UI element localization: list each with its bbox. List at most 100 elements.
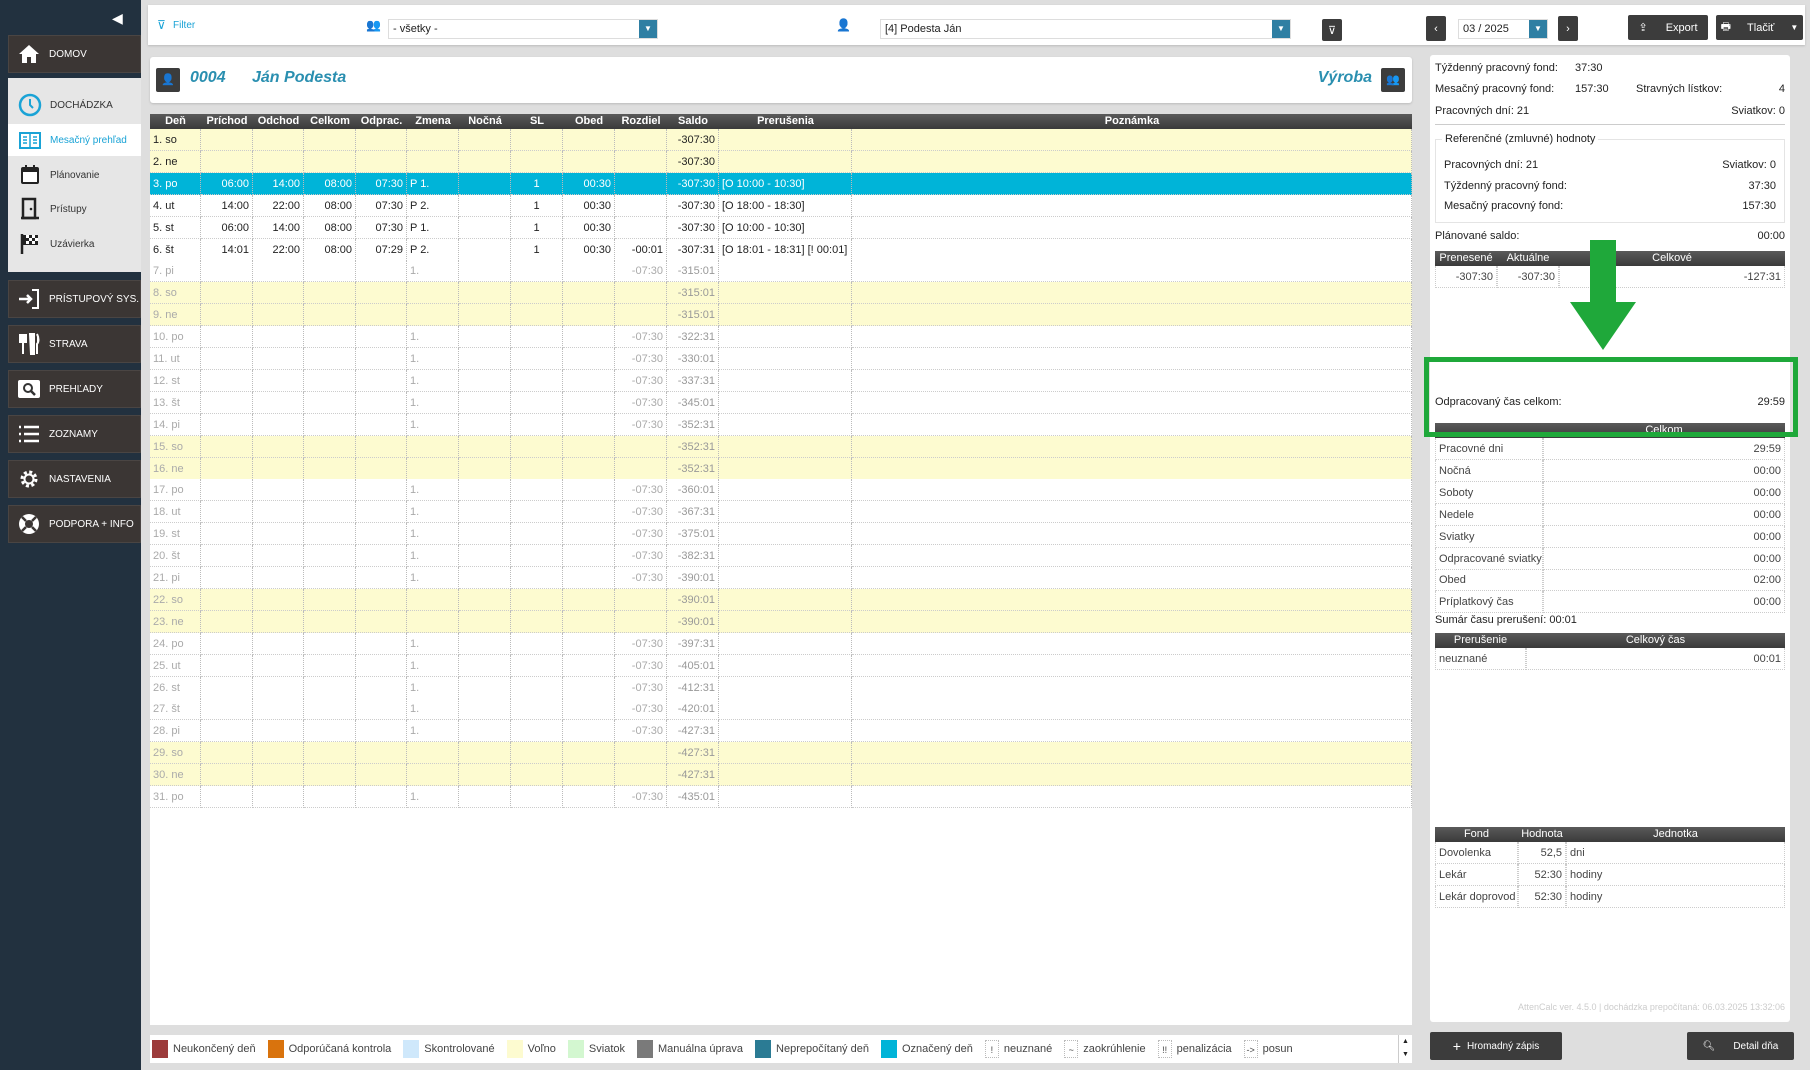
table-row[interactable]: 29. so -427:31 xyxy=(150,742,1412,765)
table-row[interactable]: 11. ut 1. -07:30 -330:01 xyxy=(150,348,1412,370)
column-header[interactable]: SL xyxy=(511,114,563,129)
table-row[interactable]: 15. so -352:31 xyxy=(150,435,1412,458)
column-header[interactable]: Prerušenia xyxy=(719,114,852,129)
table-row[interactable]: 27. št 1. -07:30 -420:01 xyxy=(150,698,1412,721)
chevron-down-icon[interactable]: ▼ xyxy=(1529,20,1547,38)
column-header[interactable]: Odprac. xyxy=(356,114,407,129)
sidebar-item-label: Prístupy xyxy=(50,203,87,215)
column-header[interactable]: Príchod xyxy=(201,114,253,129)
table-row[interactable]: 30. ne -427:31 xyxy=(150,764,1412,787)
table-cell xyxy=(356,326,407,349)
table-cell xyxy=(201,479,253,502)
filter-link[interactable]: Filter xyxy=(173,20,196,31)
table-row[interactable]: 7. pi 1. -07:30 -315:01 xyxy=(150,260,1412,283)
group-select[interactable]: - všetky - ▼ xyxy=(388,19,658,39)
period-select[interactable]: 03 / 2025 ▼ xyxy=(1458,19,1548,39)
day-detail-button[interactable]: 🔍︎ Detail dňa xyxy=(1687,1032,1794,1060)
column-header[interactable]: Celkom xyxy=(304,114,356,129)
employee-select[interactable]: [4] Podesta Ján ▼ xyxy=(880,19,1291,39)
sidebar-item-home[interactable]: DOMOV xyxy=(8,35,141,73)
user-icon: 👤 xyxy=(156,68,180,92)
table-row[interactable]: 3. po 06:00 14:00 08:00 07:30 P 1. 1 00:30 -307:… xyxy=(150,172,1412,195)
print-button[interactable]: 🖶 Tlačiť ▼ xyxy=(1716,15,1803,40)
sidebar-item-lists[interactable]: ZOZNAMY xyxy=(8,415,141,453)
table-row[interactable]: 31. po 1. -07:30 -435:01 xyxy=(150,786,1412,808)
bulk-entry-button[interactable]: + Hromadný zápis xyxy=(1430,1032,1562,1060)
table-cell xyxy=(852,150,1412,173)
worked-category: Príplatkový čas xyxy=(1435,591,1543,614)
export-button[interactable]: ⇪ Export xyxy=(1628,15,1708,40)
sidebar-item-closing[interactable]: Uzávierka xyxy=(8,228,141,260)
table-cell: 26. st xyxy=(150,676,201,699)
table-cell: 00:30 xyxy=(563,238,615,261)
column-header[interactable]: Deň xyxy=(150,114,201,129)
sidebar-item-access[interactable]: Prístupy xyxy=(8,193,141,225)
table-row[interactable]: 17. po 1. -07:30 -360:01 xyxy=(150,479,1412,502)
sidebar-item-reports[interactable]: PREHĽADY xyxy=(8,370,141,408)
table-row[interactable]: 28. pi 1. -07:30 -427:31 xyxy=(150,720,1412,743)
table-cell xyxy=(852,282,1412,305)
table-cell xyxy=(511,654,563,677)
chevron-down-icon[interactable]: ▼ xyxy=(1272,20,1290,38)
table-row[interactable]: 12. st 1. -07:30 -337:31 xyxy=(150,369,1412,392)
table-row[interactable]: 19. st 1. -07:30 -375:01 xyxy=(150,523,1412,546)
table-cell xyxy=(201,413,253,436)
sidebar-item-planning[interactable]: Plánovanie xyxy=(8,159,141,191)
table-cell xyxy=(511,260,563,283)
saldo-current: -307:30 xyxy=(1497,266,1559,288)
legend-swatch xyxy=(755,1040,772,1058)
employee-select-value: [4] Podesta Ján xyxy=(885,23,962,35)
table-row[interactable]: 2. ne -307:30 xyxy=(150,150,1412,173)
table-row[interactable]: 6. št 14:01 22:00 08:00 07:29 P 2. 1 00:30 -00:0… xyxy=(150,238,1412,261)
table-row[interactable]: 26. st 1. -07:30 -412:31 xyxy=(150,676,1412,699)
table-row[interactable]: 8. so -315:01 xyxy=(150,282,1412,305)
sidebar-item-meals[interactable]: STRAVA xyxy=(8,325,141,363)
next-month-button[interactable]: › xyxy=(1558,16,1578,41)
legend-scrollbar[interactable]: ▲ ▼ xyxy=(1398,1035,1412,1063)
table-cell: 1. xyxy=(407,698,459,721)
chevron-down-icon[interactable]: ▼ xyxy=(639,20,657,38)
column-header[interactable]: Poznámka xyxy=(852,114,1412,129)
table-row[interactable]: 5. st 06:00 14:00 08:00 07:30 P 1. 1 00:30 -307:… xyxy=(150,216,1412,239)
advanced-filter-button[interactable]: ⊽ xyxy=(1322,19,1342,41)
column-header[interactable]: Rozdiel xyxy=(615,114,667,129)
sidebar-item-access-system[interactable]: PRÍSTUPOVÝ SYS. xyxy=(8,280,141,318)
meal-tickets-value: 4 xyxy=(1778,83,1785,95)
lifebuoy-icon xyxy=(19,514,39,534)
table-row[interactable]: 4. ut 14:00 22:00 08:00 07:30 P 2. 1 00:30 -307:… xyxy=(150,194,1412,217)
column-header[interactable]: Nočná xyxy=(459,114,511,129)
table-row[interactable]: 9. ne -315:01 xyxy=(150,304,1412,327)
sidebar-item-attendance[interactable]: DOCHÁDZKA xyxy=(8,89,141,121)
prev-month-button[interactable]: ‹ xyxy=(1426,16,1446,41)
table-row[interactable]: 20. št 1. -07:30 -382:31 xyxy=(150,545,1412,568)
table-row[interactable]: 1. so -307:30 xyxy=(150,129,1412,151)
table-row[interactable]: 24. po 1. -07:30 -397:31 xyxy=(150,632,1412,655)
table-cell xyxy=(563,129,615,151)
group-icon[interactable]: 👥 xyxy=(1381,68,1405,92)
table-cell xyxy=(253,413,304,436)
table-row[interactable]: 23. ne -390:01 xyxy=(150,610,1412,633)
chevron-down-icon[interactable]: ▼ xyxy=(1790,23,1799,32)
table-row[interactable]: 21. pi 1. -07:30 -390:01 xyxy=(150,567,1412,589)
table-row[interactable]: 16. ne -352:31 xyxy=(150,457,1412,480)
sidebar-item-support[interactable]: PODPORA + INFO xyxy=(8,505,141,543)
column-header[interactable]: Odchod xyxy=(253,114,304,129)
table-row[interactable]: 14. pi 1. -07:30 -352:31 xyxy=(150,413,1412,436)
column-header[interactable]: Saldo xyxy=(667,114,719,129)
table-row[interactable]: 25. ut 1. -07:30 -405:01 xyxy=(150,654,1412,677)
sidebar-item-monthly[interactable]: Mesačný prehľad xyxy=(8,124,141,156)
column-header[interactable]: Obed xyxy=(563,114,615,129)
legend-item: Odporúčaná kontrola xyxy=(267,1040,391,1058)
column-header[interactable]: Zmena xyxy=(407,114,459,129)
table-cell: 2. ne xyxy=(150,150,201,173)
table-row[interactable]: 10. po 1. -07:30 -322:31 xyxy=(150,326,1412,349)
table-row[interactable]: 22. so -390:01 xyxy=(150,588,1412,611)
sidebar-item-settings[interactable]: NASTAVENIA xyxy=(8,460,141,498)
filter-icon[interactable]: ⊽ xyxy=(157,18,166,32)
table-row[interactable]: 18. ut 1. -07:30 -367:31 xyxy=(150,501,1412,524)
table-row[interactable]: 13. št 1. -07:30 -345:01 xyxy=(150,391,1412,414)
table-cell xyxy=(356,260,407,283)
collapse-sidebar-icon[interactable]: ◀ xyxy=(112,10,123,26)
table-cell xyxy=(253,742,304,765)
table-cell xyxy=(511,742,563,765)
